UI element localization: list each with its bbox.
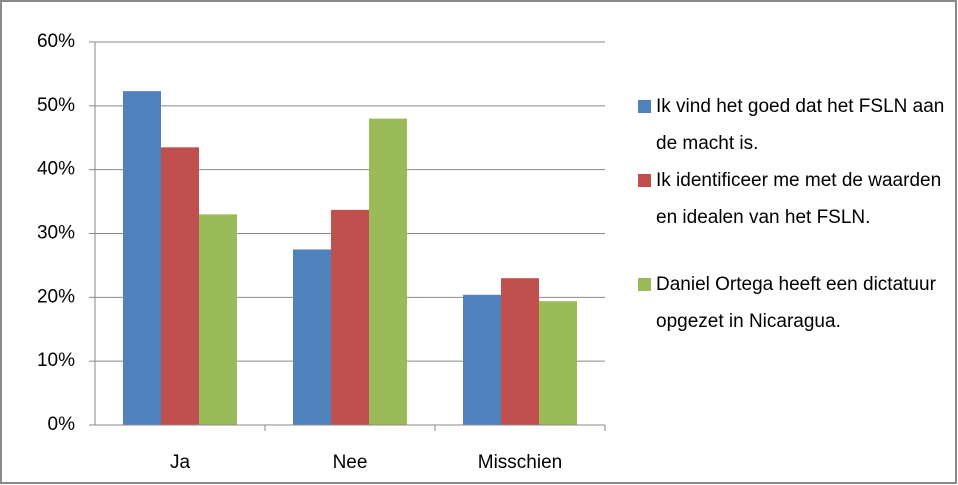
bar: [369, 118, 407, 425]
legend-swatch: [638, 174, 651, 187]
legend-swatch: [638, 278, 651, 291]
bar: [161, 147, 199, 425]
x-tick-label: Nee: [333, 452, 368, 473]
legend-entry: Daniel Ortega heeft een dictatuur opgeze…: [638, 266, 953, 340]
legend-entry: Ik vind het goed dat het FSLN aan de mac…: [638, 88, 953, 162]
bar: [293, 249, 331, 425]
x-tick-label: Ja: [170, 452, 191, 473]
legend-swatch: [638, 100, 651, 113]
bar: [331, 209, 369, 425]
y-tick-label: 20%: [37, 286, 75, 307]
y-tick-label: 30%: [37, 223, 75, 244]
bar: [539, 301, 577, 425]
bar: [199, 214, 237, 425]
y-tick-label: 0%: [48, 414, 76, 435]
y-tick-label: 50%: [37, 95, 75, 116]
y-tick-label: 10%: [37, 350, 75, 371]
x-tick-label: Misschien: [478, 452, 562, 473]
y-tick-label: 60%: [37, 31, 75, 52]
legend: Ik vind het goed dat het FSLN aan de mac…: [638, 88, 953, 340]
legend-label: Daniel Ortega heeft een dictatuur opgeze…: [656, 274, 936, 332]
legend-entry: Ik identificeer me met de waarden en ide…: [638, 162, 953, 236]
bar: [463, 294, 501, 425]
bar: [123, 91, 161, 425]
y-tick-label: 40%: [37, 159, 75, 180]
legend-label: Ik identificeer me met de waarden en ide…: [656, 170, 942, 228]
legend-label: Ik vind het goed dat het FSLN aan de mac…: [656, 96, 945, 154]
bar: [501, 278, 539, 425]
